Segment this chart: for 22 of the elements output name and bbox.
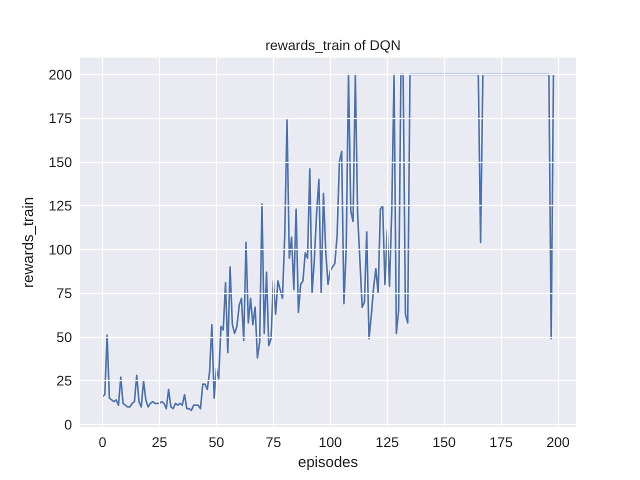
y-axis-title: rewards_train <box>20 196 37 288</box>
line-series <box>102 74 554 412</box>
x-tick-label: 50 <box>208 434 224 450</box>
y-tick-label: 175 <box>48 110 72 126</box>
x-tick-label: 125 <box>376 434 400 450</box>
x-tick-label: 175 <box>489 434 513 450</box>
y-tick-label: 50 <box>56 328 72 345</box>
y-tick-label: 200 <box>48 66 72 82</box>
x-tick-label: 75 <box>266 434 282 450</box>
x-axis-title: episodes <box>298 454 358 472</box>
y-tick-label: 75 <box>56 285 72 302</box>
x-tick-label: 0 <box>98 434 107 450</box>
y-tick-label: 150 <box>48 154 72 170</box>
y-tick-label: 100 <box>48 241 72 258</box>
x-tick-label: 25 <box>152 434 168 450</box>
x-tick-label: 150 <box>432 434 456 450</box>
chart-title: rewards_train of DQN <box>265 37 401 53</box>
y-tick-label: 0 <box>64 416 72 432</box>
x-tick-label: 100 <box>318 434 342 450</box>
y-tick-label: 25 <box>56 372 72 389</box>
y-tick-label: 125 <box>48 198 72 214</box>
x-tick-label: 200 <box>546 434 570 450</box>
